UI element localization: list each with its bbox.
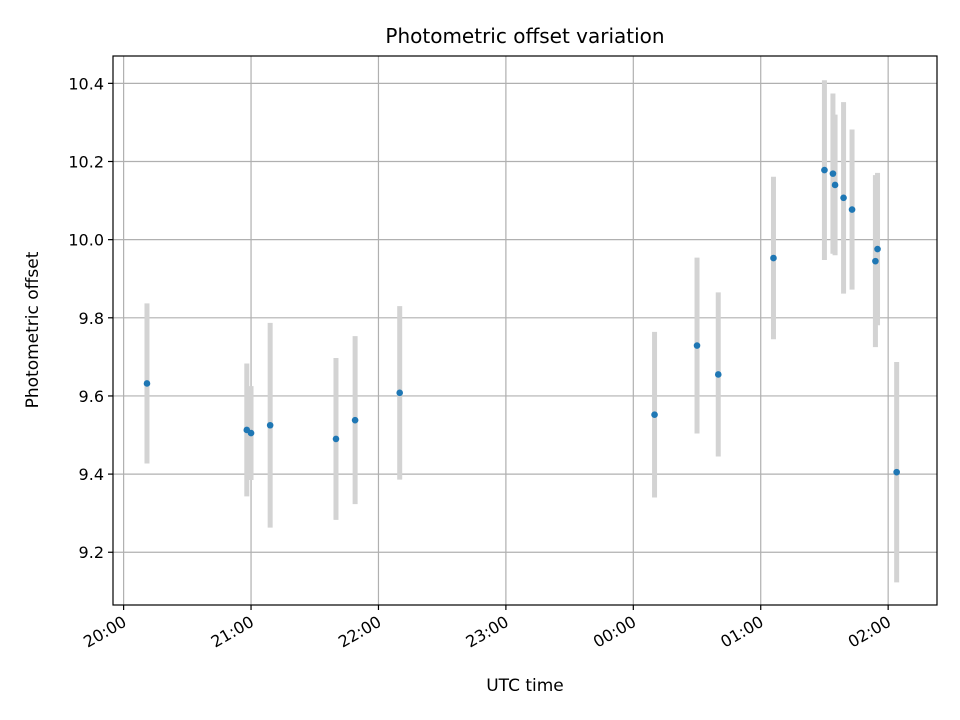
y-tick-label: 10.0 (68, 231, 104, 250)
y-axis-ticks: 9.2 9.4 9.6 9.8 10.0 10.2 10.4 (68, 74, 113, 562)
data-point (143, 380, 151, 387)
data-points (143, 166, 900, 476)
plot-area-frame (112, 55, 938, 606)
data-point (840, 194, 847, 202)
y-tick-label: 9.2 (79, 543, 104, 562)
y-tick-label: 9.6 (79, 387, 104, 406)
data-point (396, 389, 404, 397)
data-point (893, 468, 900, 476)
data-point (829, 170, 837, 177)
y-tick-label: 10.4 (68, 74, 104, 93)
data-point (821, 166, 828, 174)
data-point (848, 206, 856, 213)
y-tick-label: 9.8 (79, 309, 104, 328)
data-point (770, 254, 777, 262)
chart-title: Photometric offset variation (385, 24, 664, 48)
grid (113, 56, 937, 605)
y-axis-label: Photometric offset (23, 251, 43, 408)
data-point (266, 421, 274, 429)
data-point (693, 342, 701, 349)
y-tick-label: 9.4 (79, 465, 104, 484)
data-point (872, 257, 879, 265)
y-tick-label: 10.2 (68, 153, 104, 172)
data-point (874, 245, 881, 253)
data-point (351, 416, 359, 424)
data-point (714, 371, 722, 378)
data-point (332, 435, 340, 443)
data-point (831, 181, 839, 189)
x-axis-label: UTC time (486, 676, 564, 696)
data-point (247, 429, 255, 437)
data-point (651, 411, 658, 419)
